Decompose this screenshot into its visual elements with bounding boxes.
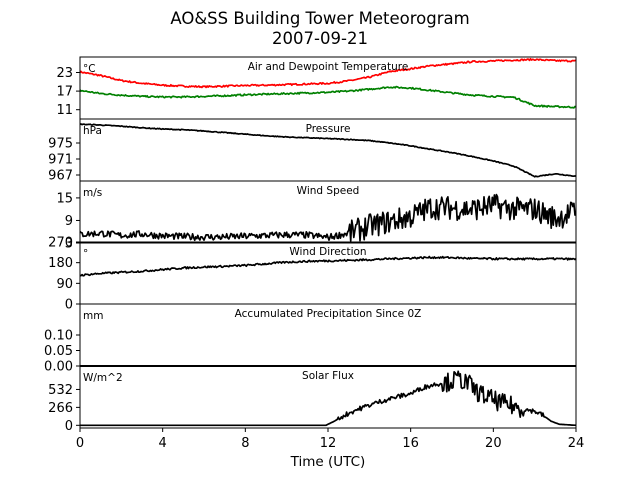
- y-tick-label: 11: [56, 103, 73, 118]
- y-tick-label: 9: [65, 214, 73, 229]
- x-tick-label: 24: [568, 436, 585, 451]
- panel-title: Solar Flux: [302, 370, 354, 382]
- unit-label: °C: [83, 63, 96, 75]
- y-tick-label: 971: [48, 153, 73, 168]
- panel-title: Pressure: [306, 123, 351, 135]
- series-line-6-1: [80, 370, 577, 427]
- x-tick-label: 4: [159, 436, 167, 451]
- y-tick-label: 3: [65, 237, 73, 252]
- y-tick-label: 0: [65, 419, 73, 434]
- series-line-1-1: [79, 57, 576, 89]
- y-tick-label: 0: [65, 298, 73, 313]
- figure-date: 2007-09-21: [272, 29, 368, 48]
- panel-title: Wind Direction: [289, 246, 366, 258]
- panel-frame: [79, 180, 577, 244]
- y-tick-label: 90: [56, 277, 73, 292]
- y-tick-label: 15: [56, 191, 73, 206]
- x-tick-label: 12: [320, 436, 337, 451]
- y-tick-label: 532: [48, 383, 73, 398]
- series-line-3-1: [79, 193, 577, 242]
- unit-label: °: [83, 248, 88, 260]
- y-tick-label: 0.00: [44, 360, 73, 375]
- unit-label: mm: [83, 310, 103, 322]
- unit-label: hPa: [83, 125, 102, 137]
- panel-wind-direction: 0 90 180 270 Wind Direction °: [48, 236, 577, 313]
- series-line-2-1: [79, 123, 577, 178]
- x-tick-label: 0: [76, 436, 84, 451]
- y-tick-label: 17: [56, 85, 73, 100]
- unit-label: W/m^2: [83, 372, 123, 384]
- y-tick-label: 270: [48, 236, 73, 251]
- unit-label: m/s: [83, 187, 102, 199]
- panel-title: Air and Dewpoint Temperature: [248, 61, 409, 73]
- x-tick-label: 16: [402, 436, 419, 451]
- series-line-1-2: [79, 85, 577, 109]
- figure-title: AO&SS Building Tower Meteorogram: [170, 9, 469, 28]
- x-tick-label: 8: [241, 436, 249, 451]
- panel-accumulated-precipitation-since-0z: 0.000.050.10 Accumulated Precipitation Si…: [44, 303, 577, 375]
- y-tick-label: 180: [48, 256, 73, 271]
- series-line-4-1: [79, 255, 577, 277]
- x-axis-label: Time (UTC): [290, 454, 366, 470]
- panel-solar-flux: 0 266 532 Solar Flux W/m^2: [48, 365, 577, 434]
- y-tick-label: 0.05: [44, 344, 73, 359]
- x-axis: 0 4 8 12 16 20 24: [76, 428, 584, 451]
- panel-air-and-dewpoint-temperature: 11 17 23 Air and Dewpoint Temperature °C: [56, 56, 577, 120]
- x-tick-label: 20: [485, 436, 502, 451]
- y-tick-label: 975: [48, 137, 73, 152]
- y-tick-label: 23: [56, 66, 73, 81]
- panel-title: Wind Speed: [297, 185, 360, 197]
- panel-title: Accumulated Precipitation Since 0Z: [235, 308, 422, 320]
- y-tick-label: 0.10: [44, 329, 73, 344]
- panel-wind-speed: 3 9 15 Wind Speed m/s: [56, 180, 577, 252]
- y-tick-label: 266: [48, 401, 73, 416]
- y-tick-label: 967: [48, 169, 73, 184]
